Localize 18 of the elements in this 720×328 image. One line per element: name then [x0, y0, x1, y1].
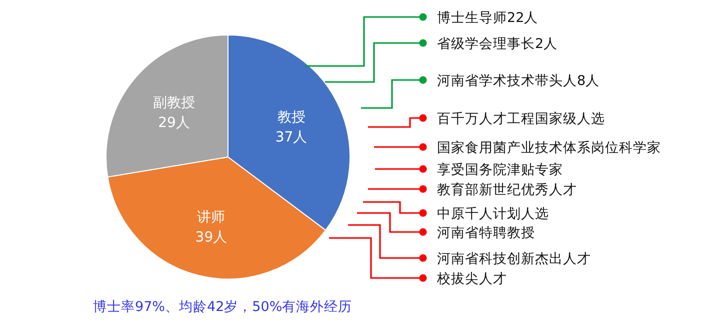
data-label: 39人 — [195, 230, 228, 246]
text: 教育部新世纪优秀人才 — [437, 181, 577, 198]
slice-label: 教授 — [277, 109, 306, 126]
text: 省级学会理事长2人 — [437, 36, 558, 52]
text: 博士生导师22人 — [437, 10, 538, 26]
text: 河南省特聘教授 — [437, 225, 535, 241]
slice-label: 讲师 — [197, 210, 226, 226]
text: 国家食用菌产业技术体系岗位科学家 — [437, 140, 661, 156]
text: 校拔尖人才 — [436, 271, 507, 287]
text: 河南省学术技术带头人8人 — [437, 73, 600, 89]
text: 享受国务院津贴专家 — [437, 162, 563, 178]
text: 百千万人才工程国家级人选 — [437, 111, 605, 127]
data-label: 29人 — [158, 115, 190, 132]
text: 博士率97%、均龄42岁，50%有海外经历 — [93, 299, 352, 315]
text: 中原千人计划人选 — [437, 206, 549, 222]
data-label: 37人 — [275, 129, 308, 146]
text: 河南省科技创新杰出人才 — [437, 251, 591, 267]
slice-label: 副教授 — [153, 95, 196, 112]
